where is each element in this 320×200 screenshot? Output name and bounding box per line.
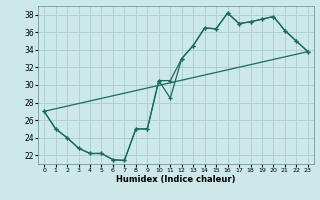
X-axis label: Humidex (Indice chaleur): Humidex (Indice chaleur) [116,175,236,184]
